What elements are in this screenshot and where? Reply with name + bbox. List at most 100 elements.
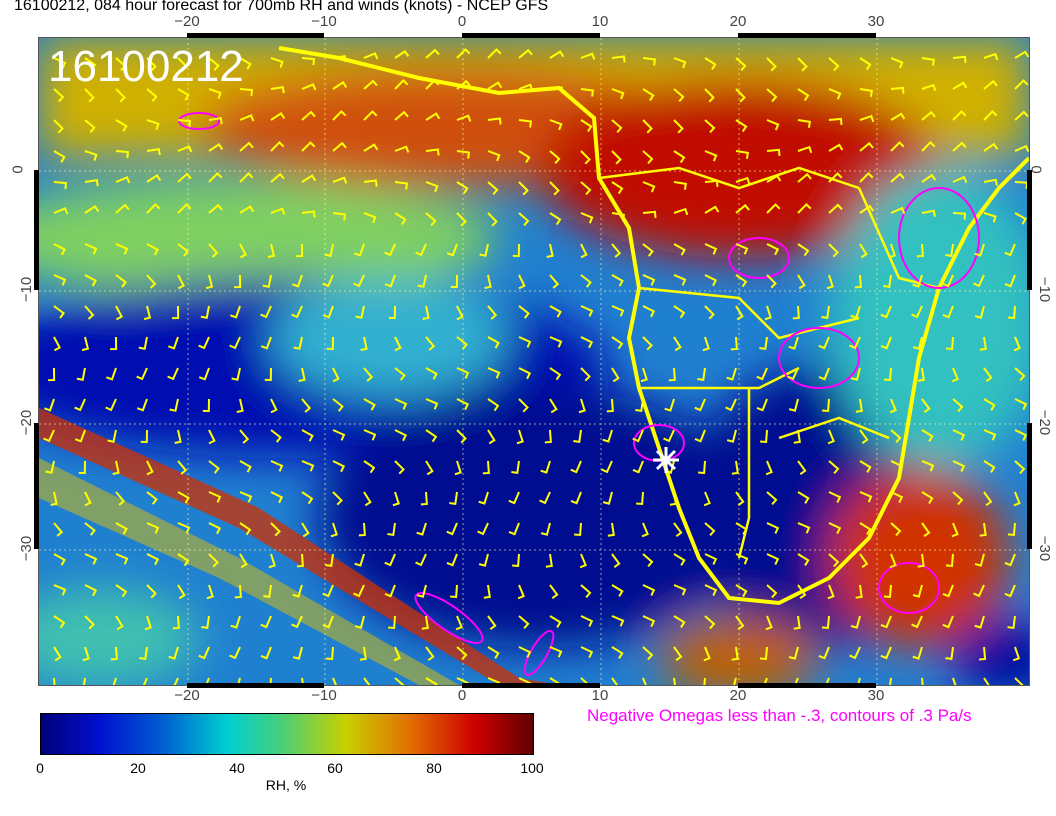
wind-barb xyxy=(146,88,158,102)
wind-barb xyxy=(797,145,813,154)
wind-barb xyxy=(735,57,747,72)
wind-barb xyxy=(1008,305,1016,320)
wind-barb xyxy=(539,491,551,505)
wind-barb xyxy=(673,615,686,628)
wind-barb xyxy=(921,522,931,538)
wind-barb xyxy=(177,274,186,290)
wind-barb xyxy=(983,79,998,90)
wind-barb xyxy=(1014,367,1026,382)
wind-barb xyxy=(921,173,937,183)
wind-barb xyxy=(172,305,180,320)
wind-barb xyxy=(983,398,996,411)
wind-barb xyxy=(818,336,830,350)
wind-barb xyxy=(115,176,131,184)
wind-barb xyxy=(301,174,317,183)
wind-barb xyxy=(580,646,594,658)
wind-barb xyxy=(146,243,159,256)
wind-barb xyxy=(208,88,222,99)
wind-barb xyxy=(301,491,314,505)
lon-tick-bottom: 10 xyxy=(591,687,609,704)
wind-barb xyxy=(735,615,745,631)
wind-barb xyxy=(952,110,967,121)
wind-barb xyxy=(580,367,591,382)
wind-barb xyxy=(115,305,124,321)
wind-barb xyxy=(239,429,250,444)
wind-barb xyxy=(518,305,530,319)
wind-barb xyxy=(45,460,55,474)
wind-barb xyxy=(611,88,625,100)
wind-barb xyxy=(177,203,192,214)
wind-barb xyxy=(668,367,676,382)
wind-barb xyxy=(301,522,310,538)
wind-barb xyxy=(859,491,873,503)
wind-barb xyxy=(450,274,458,289)
colorbar-tick: 60 xyxy=(327,760,343,776)
wind-barb xyxy=(890,206,906,215)
wind-barb xyxy=(260,646,272,660)
wind-barb xyxy=(177,88,190,101)
wind-barb xyxy=(642,210,657,218)
wind-barb xyxy=(797,491,810,504)
wind-barb xyxy=(1013,336,1021,352)
wind-barb xyxy=(487,336,500,349)
wind-barb xyxy=(146,274,157,289)
wind-barb xyxy=(239,491,253,503)
wind-barb xyxy=(856,677,861,685)
wind-barb xyxy=(478,491,489,505)
wind-barb xyxy=(487,181,499,196)
wind-barb xyxy=(580,88,595,97)
wind-barb xyxy=(883,274,892,289)
wind-barb xyxy=(84,57,97,71)
wind-barb xyxy=(332,176,348,184)
wind-barb xyxy=(952,677,957,685)
wind-barb xyxy=(53,57,67,69)
wind-barb xyxy=(260,615,272,629)
wind-barb xyxy=(518,119,533,128)
wind-barb xyxy=(53,677,56,685)
wind-barb xyxy=(230,615,241,629)
wind-barb xyxy=(735,88,746,103)
wind-barb xyxy=(983,178,998,186)
wind-barb xyxy=(911,305,923,319)
wind-barb xyxy=(797,243,810,257)
wind-barb xyxy=(983,677,990,685)
wind-barb xyxy=(325,553,334,568)
wind-barb xyxy=(549,181,560,196)
wind-barb xyxy=(611,336,624,350)
wind-barb xyxy=(726,367,737,381)
wind-barb xyxy=(766,88,778,103)
wind-barb xyxy=(487,305,498,320)
wind-barb xyxy=(115,57,127,72)
lon-tick-bottom: −10 xyxy=(311,687,337,704)
wind-barb xyxy=(578,398,586,414)
wind-barb xyxy=(518,367,532,380)
wind-barb xyxy=(952,212,967,220)
wind-barb xyxy=(611,677,619,685)
wind-barb xyxy=(766,274,777,289)
wind-barb xyxy=(1014,460,1026,475)
wind-barb xyxy=(208,491,222,503)
wind-barb xyxy=(601,460,613,474)
wind-barb xyxy=(425,398,439,410)
wind-barb xyxy=(363,52,379,60)
wind-barb xyxy=(673,243,686,256)
wind-barb xyxy=(322,615,334,629)
wind-barb xyxy=(642,646,654,661)
wind-barb xyxy=(797,274,806,290)
wind-barb xyxy=(611,305,625,317)
wind-barb xyxy=(735,274,748,288)
wind-barb xyxy=(332,398,344,412)
wind-barb xyxy=(384,243,396,257)
wind-barb xyxy=(332,429,346,441)
wind-barb xyxy=(1014,50,1029,59)
wind-barb xyxy=(822,398,830,413)
wind-barb xyxy=(360,336,368,351)
wind-barb xyxy=(735,584,748,597)
wind-barb xyxy=(921,460,935,472)
wind-barb xyxy=(606,398,614,413)
wind-barb xyxy=(735,491,745,507)
wind-barb xyxy=(544,429,552,444)
wind-barb xyxy=(146,203,161,214)
wind-barb xyxy=(730,336,738,351)
wind-barb xyxy=(363,398,376,411)
